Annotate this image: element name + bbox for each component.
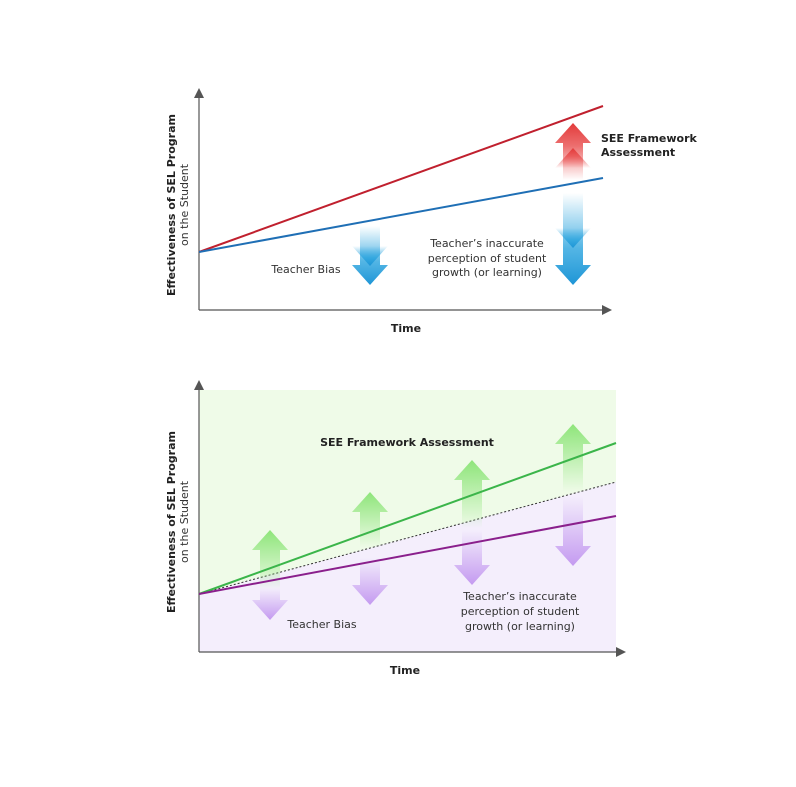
assessment-line xyxy=(198,105,604,253)
x-axis-arrow xyxy=(616,647,626,657)
arrow xyxy=(352,492,388,548)
arrow-head xyxy=(555,228,591,248)
perception-label: perception of student xyxy=(461,605,580,618)
bottom-diagram: Effectiveness of SEL Program on the Stud… xyxy=(165,380,626,677)
x-axis-label: Time xyxy=(390,664,420,677)
bias-label: Teacher Bias xyxy=(270,263,341,276)
arrow xyxy=(252,530,288,590)
y-axis-arrow xyxy=(194,88,204,98)
arrow xyxy=(555,496,591,566)
perception-label: growth (or learning) xyxy=(465,620,575,633)
arrow-head xyxy=(555,148,591,168)
bias-label: Teacher Bias xyxy=(286,618,357,631)
perception-region xyxy=(199,482,616,652)
perception-label: growth (or learning) xyxy=(432,266,542,279)
perception-label: Teacher’s inaccurate xyxy=(429,237,544,250)
assessment-label: SEE Framework xyxy=(601,132,698,145)
perception-label: perception of student xyxy=(428,252,547,265)
y-axis-label: on the Student xyxy=(178,480,191,563)
y-axis-arrow xyxy=(194,380,204,390)
y-axis-label: Effectiveness of SEL Program xyxy=(165,114,178,296)
x-axis-arrow xyxy=(602,305,612,315)
assessment-line xyxy=(198,442,617,595)
assessment-label: SEE Framework Assessment xyxy=(320,436,494,449)
assessment-label: Assessment xyxy=(601,146,675,159)
top-diagram: Effectiveness of SEL Program on the Stud… xyxy=(165,88,698,335)
arrow xyxy=(352,558,388,605)
arrow xyxy=(252,588,288,620)
arrow-head xyxy=(352,246,388,266)
x-axis-label: Time xyxy=(391,322,421,335)
perception-label: Teacher’s inaccurate xyxy=(462,590,577,603)
y-axis-label: Effectiveness of SEL Program xyxy=(165,431,178,613)
perception-line xyxy=(198,177,604,253)
y-axis-label: on the Student xyxy=(178,163,191,246)
arrow xyxy=(454,460,490,528)
perception-line xyxy=(198,515,617,595)
